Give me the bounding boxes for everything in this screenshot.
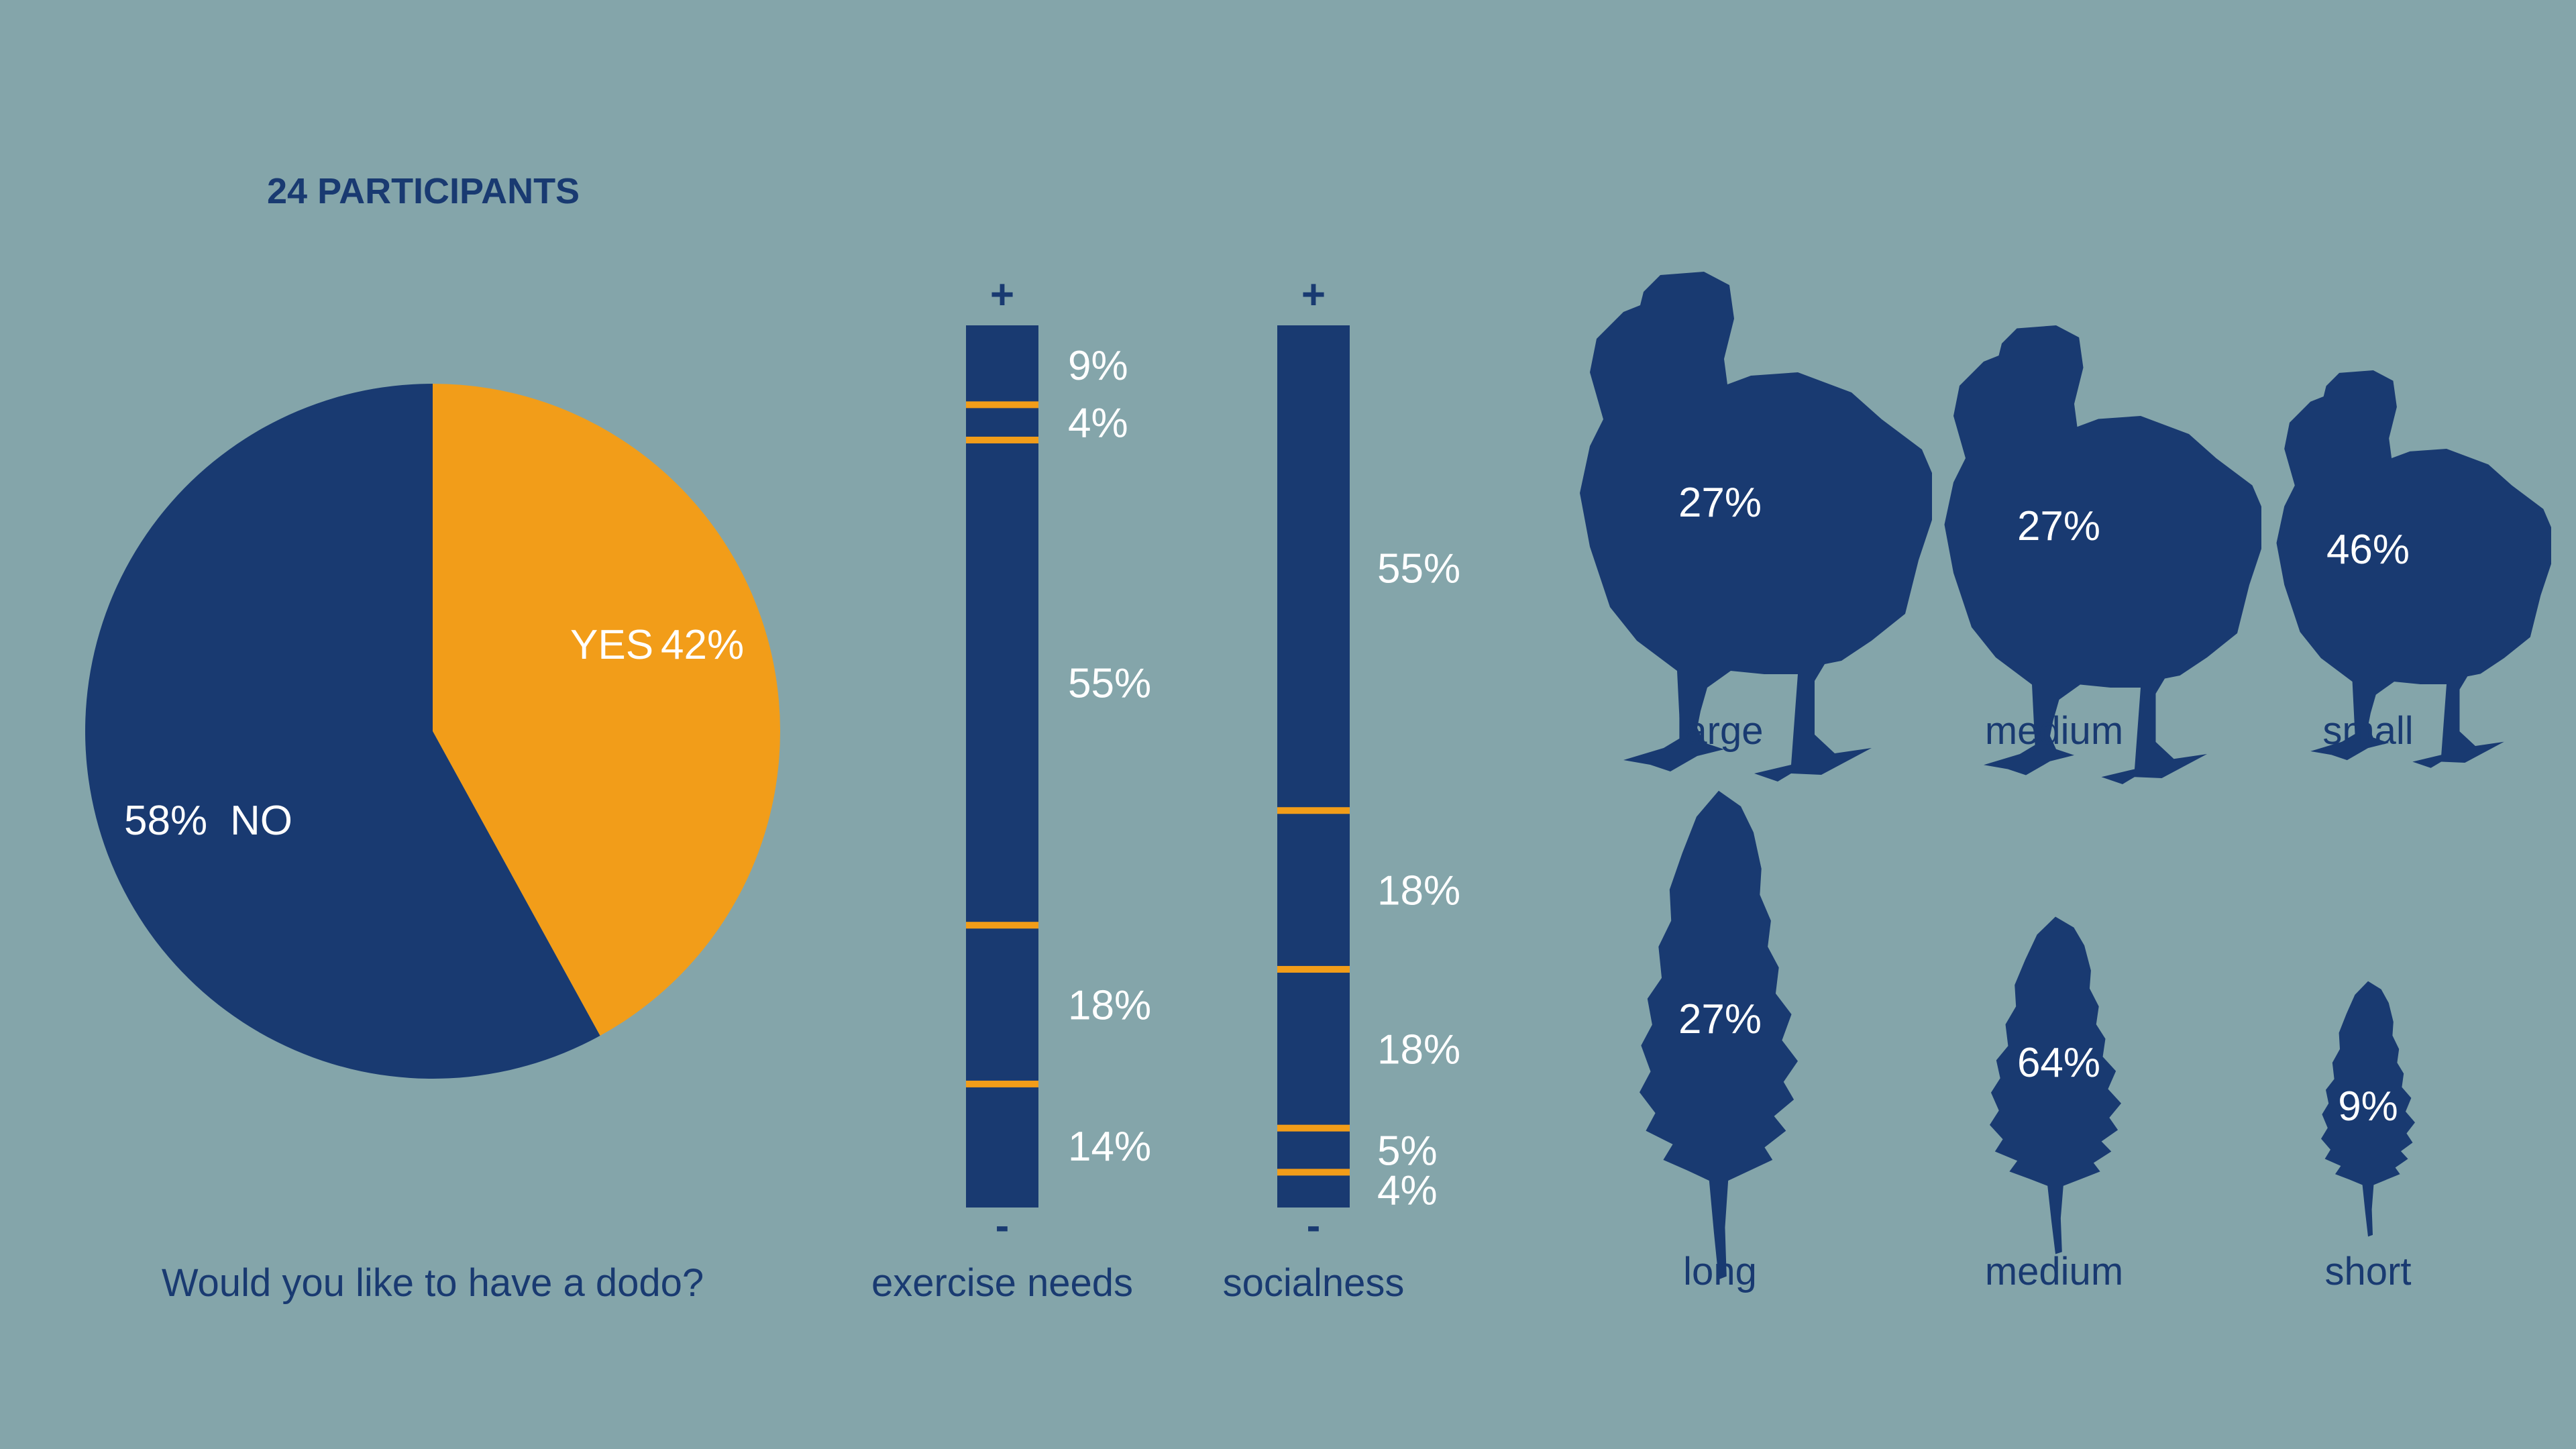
exercise-segment-value: 4%	[1068, 400, 1128, 447]
socialness-segment-divider	[1277, 1124, 1350, 1132]
feather-medium-value: 64%	[2017, 1040, 2100, 1086]
feather-short-value: 9%	[2338, 1083, 2398, 1130]
dodo-medium-value: 27%	[2017, 503, 2100, 549]
exercise-segment-divider	[966, 401, 1038, 409]
socialness-segment-value: 5%	[1377, 1128, 1438, 1175]
pie-caption: Would you like to have a dodo?	[162, 1261, 704, 1305]
feather-medium-label: medium	[1985, 1250, 2123, 1293]
dodo-large-label: large	[1677, 709, 1764, 753]
exercise-plus-label: +	[990, 272, 1014, 318]
socialness-bar	[1277, 325, 1350, 1208]
pie-value-yes: 42%	[661, 622, 744, 668]
exercise-segment-value: 14%	[1068, 1124, 1151, 1170]
pie-label-yes: YES	[570, 622, 653, 668]
exercise-segment-value: 9%	[1068, 343, 1128, 389]
socialness-minus-label: -	[1307, 1203, 1321, 1249]
dodo-icon	[2276, 370, 2551, 768]
dodo-small-label: small	[2322, 709, 2413, 753]
feather-short-label: short	[2325, 1250, 2412, 1293]
pie-value-no: 58%	[124, 798, 207, 844]
socialness-segment-value: 18%	[1377, 1026, 1460, 1073]
exercise-segment-value: 55%	[1068, 661, 1151, 707]
socialness-segment-divider	[1277, 965, 1350, 973]
exercise-bar	[966, 325, 1038, 1208]
exercise-caption: exercise needs	[871, 1261, 1133, 1305]
socialness-plus-label: +	[1301, 272, 1326, 318]
pie-slice-yes	[433, 384, 781, 1036]
exercise-segment-divider	[966, 1080, 1038, 1087]
pie-slice-no	[85, 384, 600, 1079]
exercise-needs-bar-chart: + 9% 4% 55% 18% 14% - exercise needs	[871, 272, 1151, 1305]
exercise-segment-divider	[966, 922, 1038, 929]
exercise-segment-divider	[966, 436, 1038, 443]
pie-chart: YES 42% 58% NO Would you like to have a …	[85, 384, 781, 1305]
socialness-segment-divider	[1277, 807, 1350, 814]
dodo-size-pictograms: 27% 27% 46% large medium small	[1580, 272, 2551, 784]
dodo-medium-label: medium	[1985, 709, 2123, 753]
participants-title: 24 PARTICIPANTS	[267, 171, 580, 211]
socialness-segment-divider	[1277, 1169, 1350, 1176]
dodo-small-value: 46%	[2326, 527, 2410, 573]
socialness-bar-chart: + 55% 18% 18% 5%4% - socialness	[1223, 272, 1461, 1305]
dodo-icon	[1580, 272, 1932, 782]
pie-label-no: NO	[230, 798, 292, 844]
socialness-segment-value: 4%	[1377, 1168, 1438, 1214]
socialness-caption: socialness	[1223, 1261, 1405, 1305]
feather-long-value: 27%	[1678, 996, 1762, 1042]
socialness-segment-value: 55%	[1377, 546, 1460, 592]
exercise-segment-value: 18%	[1068, 983, 1151, 1029]
feather-length-pictograms: 27% 64% 9% long medium short	[1640, 790, 2415, 1293]
socialness-segment-value: 18%	[1377, 868, 1460, 914]
exercise-minus-label: -	[996, 1203, 1010, 1249]
dodo-large-value: 27%	[1678, 480, 1762, 526]
feather-long-label: long	[1683, 1250, 1757, 1293]
